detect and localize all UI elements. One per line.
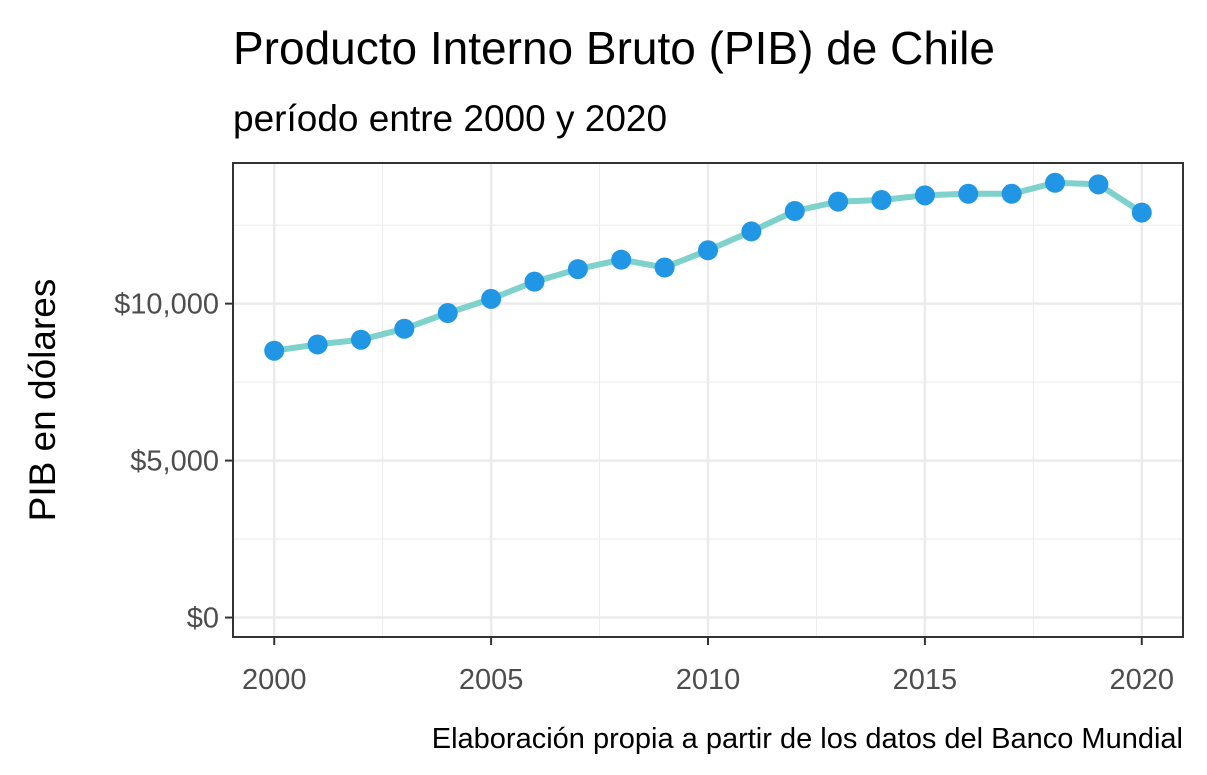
data-point xyxy=(307,334,328,355)
y-axis-label: PIB en dólares xyxy=(22,279,63,522)
data-point xyxy=(698,240,718,261)
chart-title: Producto Interno Bruto (PIB) de Chile xyxy=(233,22,995,74)
data-point xyxy=(394,318,415,339)
chart-subtitle: período entre 2000 y 2020 xyxy=(233,98,667,139)
chart-caption: Elaboración propia a partir de los datos… xyxy=(432,723,1183,755)
y-axis: $0 $5,000 $10,000 xyxy=(114,289,233,635)
data-point xyxy=(481,288,502,309)
data-point xyxy=(958,183,979,204)
data-point xyxy=(784,201,805,222)
x-axis: 2000 2005 2010 2015 2020 xyxy=(242,637,1174,696)
data-point xyxy=(828,191,849,212)
y-tick-label: $5,000 xyxy=(130,446,219,478)
y-tick-label: $0 xyxy=(187,603,219,635)
data-point xyxy=(611,249,632,270)
data-point xyxy=(437,303,458,324)
x-tick-label: 2020 xyxy=(1110,664,1175,696)
data-point xyxy=(1001,183,1022,204)
data-point xyxy=(567,259,588,280)
y-tick-label: $10,000 xyxy=(114,289,219,321)
data-point xyxy=(524,271,545,292)
data-point xyxy=(914,185,935,206)
data-point xyxy=(1131,202,1152,223)
data-point xyxy=(741,221,762,242)
x-tick-label: 2010 xyxy=(676,664,741,696)
data-point xyxy=(350,329,371,350)
data-point xyxy=(1088,174,1109,195)
data-point xyxy=(654,257,675,278)
data-point xyxy=(871,190,892,211)
data-point xyxy=(264,340,285,361)
x-tick-label: 2000 xyxy=(242,664,307,696)
data-point xyxy=(1045,172,1066,193)
gridlines xyxy=(233,163,1183,637)
x-tick-label: 2015 xyxy=(893,664,958,696)
x-tick-label: 2005 xyxy=(459,664,524,696)
series-layer xyxy=(264,172,1152,361)
